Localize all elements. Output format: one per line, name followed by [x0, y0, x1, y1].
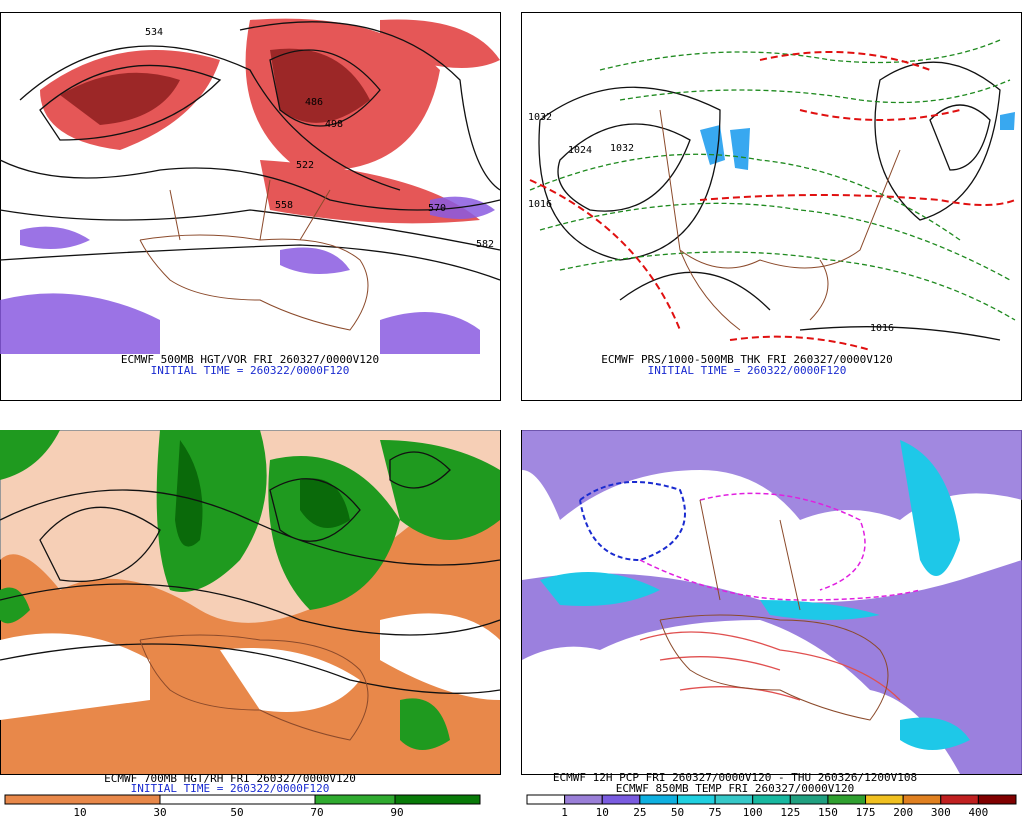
contour-label: 534 [145, 27, 163, 38]
colorbar-label: 50 [230, 806, 243, 819]
colorbar-label: 175 [856, 806, 876, 819]
contour-label: 498 [325, 119, 343, 130]
colorbar-swatch [714, 794, 754, 805]
colorbar-label: 90 [390, 806, 403, 819]
colorbar-swatch [752, 794, 791, 805]
colorbar: 1 10 25 50 75 100 125 150 175 200 300 400 [526, 794, 1017, 819]
colorbar-swatch [314, 794, 396, 805]
rh-dark [175, 440, 350, 547]
rh-white [0, 613, 500, 720]
colorbar-label: 50 [671, 806, 684, 819]
panel-thickness: 1032 1024 1016 1032 1016 ECMWF PRS/1000-… [521, 12, 1022, 401]
contour-label: 570 [428, 203, 446, 214]
colorbar-swatch [827, 794, 867, 805]
borders [139, 634, 369, 741]
height-contours [0, 21, 501, 281]
caption: ECMWF 12H PCP FRI 260327/0000V120 - THU … [553, 771, 917, 784]
contour-label: 1032 [528, 112, 552, 123]
rh-green [0, 430, 500, 750]
colorbar-label: 75 [708, 806, 721, 819]
colorbar: 10 30 50 70 90 [4, 794, 481, 819]
contour-label: 1024 [568, 145, 592, 156]
pressure-contours [538, 61, 1001, 341]
colorbar-swatch [601, 794, 641, 805]
caption: ECMWF 850MB TEMP FRI 260327/0000V120 [616, 782, 854, 795]
temp-zero [639, 492, 921, 601]
panel-500mb: 534 486 498 522 558 570 582 ECMWF 500MB … [0, 12, 501, 401]
colorbar-swatch [394, 794, 481, 805]
colorbar-swatch [4, 794, 161, 805]
caption: INITIAL TIME = 260322/0000F120 [131, 782, 330, 795]
colorbar-label: 150 [818, 806, 838, 819]
colorbar-swatch [940, 794, 979, 805]
colorbar-label: 30 [153, 806, 166, 819]
colorbar-label: 10 [73, 806, 86, 819]
panel-850mb: ECMWF 12H PCP FRI 260327/0000V120 - THU … [521, 430, 1022, 819]
contour-label: 522 [296, 160, 314, 171]
colorbar-label: 1 [561, 806, 568, 819]
borders [659, 499, 889, 721]
colorbar-label: 200 [893, 806, 913, 819]
colorbar-label: 70 [310, 806, 323, 819]
contour-label: 1016 [870, 323, 894, 334]
colorbar-label: 125 [780, 806, 800, 819]
thickness-540 [529, 51, 1016, 351]
contour-label: 1032 [610, 143, 634, 154]
thickness-contours [529, 39, 1016, 321]
contour-label: 486 [305, 97, 323, 108]
precip-purple [522, 560, 1022, 774]
contour-label: 582 [476, 239, 494, 250]
colorbar-label: 400 [968, 806, 988, 819]
colorbar-swatch [639, 794, 678, 805]
precip-purple [522, 430, 1022, 520]
caption: ECMWF PRS/1000-500MB THK FRI 260327/0000… [601, 353, 892, 366]
contour-label: 558 [275, 200, 293, 211]
temp-cold [579, 481, 686, 562]
panel-700mb: ECMWF 700MB HGT/RH FRI 260327/0000V120 I… [0, 430, 501, 819]
colorbar-swatch [159, 794, 316, 805]
vorticity-purple [0, 196, 495, 354]
caption: INITIAL TIME = 260322/0000F120 [151, 364, 350, 377]
colorbar-swatch [564, 794, 603, 805]
colorbar-swatch [789, 794, 829, 805]
colorbar-swatch [526, 794, 566, 805]
caption: ECMWF 700MB HGT/RH FRI 260327/0000V120 [104, 772, 356, 785]
colorbar-label: 25 [633, 806, 646, 819]
colorbar-swatch [676, 794, 716, 805]
vorticity-red [40, 18, 500, 224]
contour-label: 1016 [528, 199, 552, 210]
colorbar-swatch [865, 794, 904, 805]
precip-cyan [540, 440, 970, 750]
colorbar-swatch [902, 794, 942, 805]
borders [659, 109, 901, 331]
colorbar-label: 300 [931, 806, 951, 819]
colorbar-label: 100 [743, 806, 763, 819]
height-contours [0, 451, 501, 694]
colorbar-label: 10 [596, 806, 609, 819]
vorticity-dark [60, 48, 370, 126]
colorbar-swatch [977, 794, 1017, 805]
caption: INITIAL TIME = 260322/0000F120 [648, 364, 847, 377]
borders [139, 179, 369, 331]
caption: ECMWF 500MB HGT/VOR FRI 260327/0000V120 [121, 353, 379, 366]
